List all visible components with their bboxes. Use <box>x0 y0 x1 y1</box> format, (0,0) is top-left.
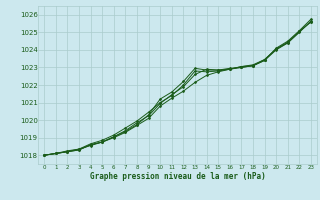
X-axis label: Graphe pression niveau de la mer (hPa): Graphe pression niveau de la mer (hPa) <box>90 172 266 181</box>
